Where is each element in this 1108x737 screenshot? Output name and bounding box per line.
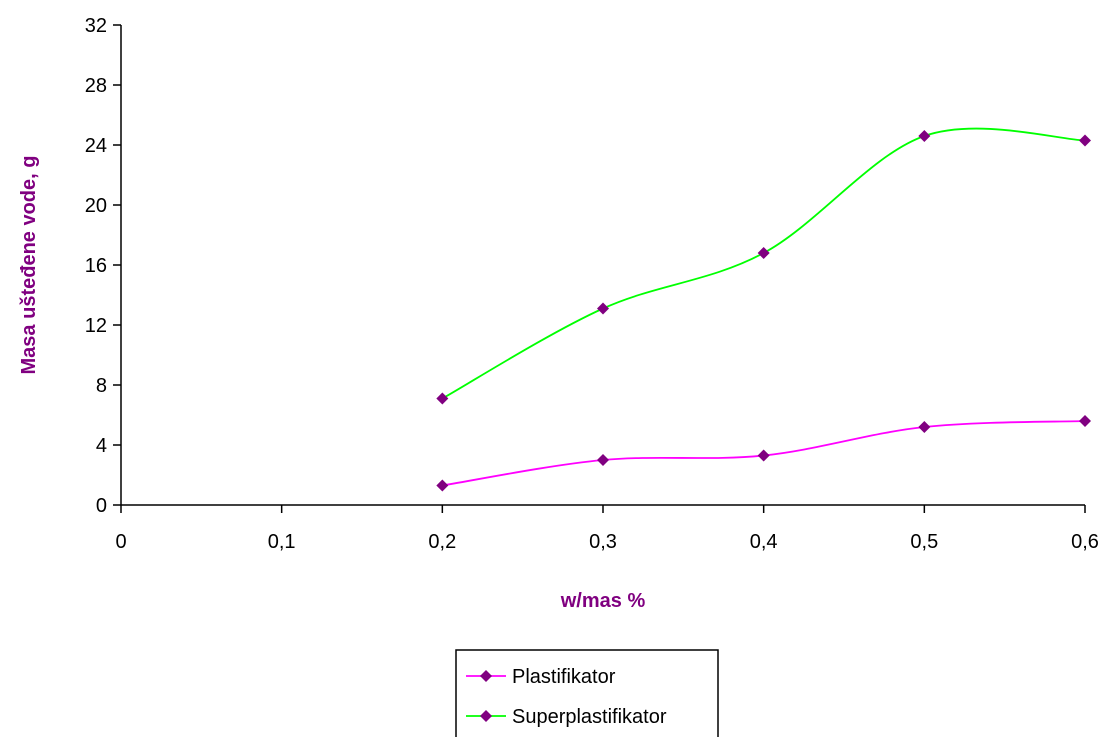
y-tick-label: 32 [85,15,107,37]
data-point-plastifikator [436,479,449,492]
y-tick-label: 28 [85,75,107,97]
y-tick-label: 12 [85,315,107,337]
y-tick-label: 4 [96,435,107,457]
y-axis: 0 4 8 12 16 20 24 28 32 [85,15,122,517]
y-tick-label: 16 [85,255,107,277]
x-axis-title: w/mas % [560,590,646,612]
legend-label-plastifikator: Plastifikator [512,666,616,688]
x-tick-label: 0,6 [1071,531,1099,553]
x-tick-label: 0,5 [910,531,938,553]
y-axis-title: Masa uštеđene vode, g [18,156,40,375]
data-point-superplastifikator [918,130,931,142]
series-plastifikator [436,415,1091,492]
y-tick-label: 8 [96,375,107,397]
legend-box [455,649,719,737]
x-axis: 0 0,1 0,2 0,3 0,4 0,5 0,6 [115,504,1099,553]
data-point-plastifikator [918,421,931,433]
data-point-superplastifikator [436,392,449,405]
y-tick-label: 0 [96,495,107,517]
data-point-plastifikator [1079,415,1091,427]
data-point-plastifikator [597,454,609,466]
series-superplastifikator [436,127,1091,405]
y-tick-label: 24 [85,135,107,157]
legend-marker-superplastifikator [480,710,492,722]
x-tick-label: 0,1 [268,531,296,553]
series-line-superplastifikator [441,127,1086,400]
series-layer [436,127,1091,492]
x-tick-label: 0 [115,531,126,553]
data-point-plastifikator [757,449,770,462]
legend-label-superplastifikator: Superplastifikator [512,706,667,728]
data-point-superplastifikator [757,247,770,259]
x-tick-label: 0,4 [750,531,778,553]
legend-marker-plastifikator [480,670,492,682]
x-tick-label: 0,2 [428,531,456,553]
legend: Plastifikator Superplastifikator [455,649,719,737]
x-tick-label: 0,3 [589,531,617,553]
data-point-superplastifikator [1079,134,1091,147]
y-tick-label: 20 [85,195,107,217]
data-point-superplastifikator [597,302,609,315]
